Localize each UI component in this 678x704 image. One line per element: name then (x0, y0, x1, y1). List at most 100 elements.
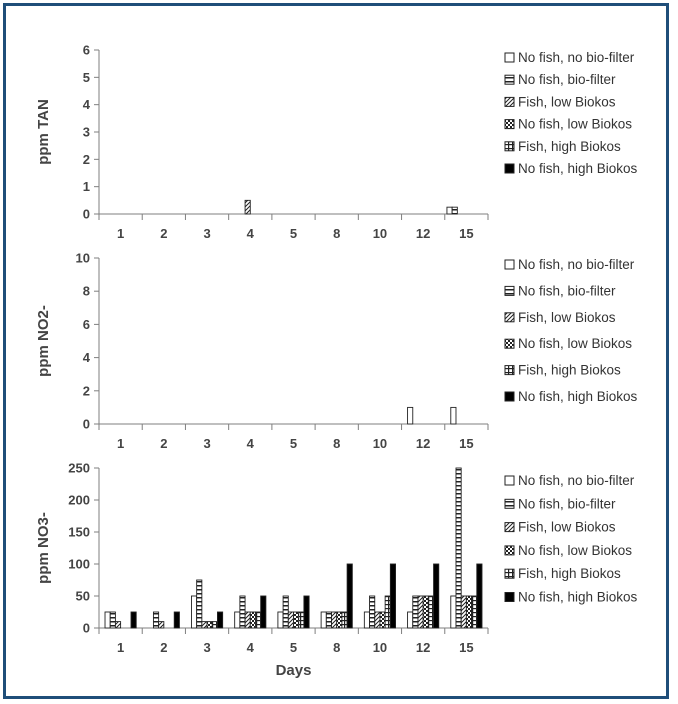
bar (455, 467, 462, 629)
x-tick-label: 12 (416, 226, 430, 241)
y-tick-label: 0 (83, 207, 90, 222)
legend-swatch (504, 522, 515, 533)
bar (293, 611, 300, 629)
legend: No fish, no bio-filter No fish, bio-filte… (504, 50, 638, 176)
bar (465, 595, 473, 629)
y-tick-label: 0 (83, 621, 90, 636)
y-axis-title: ppm TAN (35, 99, 52, 165)
legend-label: No fish, bio-filter (518, 496, 616, 511)
y-tick-label: 4 (83, 97, 91, 112)
x-tick-label: 10 (373, 226, 387, 241)
bar (433, 563, 440, 629)
x-tick-label: 5 (290, 436, 297, 451)
legend-swatch (504, 119, 515, 130)
x-tick-label: 12 (416, 436, 430, 451)
x-tick-label: 12 (416, 640, 430, 655)
y-tick-label: 0 (83, 417, 90, 432)
bar (341, 611, 348, 629)
bar (446, 206, 453, 215)
bar (201, 621, 208, 629)
x-tick-label: 1 (117, 640, 124, 655)
bar (320, 611, 327, 629)
legend-label: Fish, high Biokos (518, 566, 621, 581)
bar (206, 621, 213, 629)
bar (331, 611, 338, 629)
bar (471, 595, 478, 629)
bar (282, 595, 289, 629)
y-tick-label: 6 (83, 317, 90, 332)
bar (239, 595, 246, 629)
bar (325, 611, 332, 629)
x-tick-label: 5 (290, 640, 297, 655)
legend-label: No fish, low Biokos (518, 117, 632, 132)
legend-label: No fish, no bio-filter (518, 257, 635, 272)
bar (109, 611, 116, 629)
bar (211, 621, 218, 629)
legend-swatch (504, 592, 515, 602)
y-tick-label: 2 (83, 152, 90, 167)
y-tick-label: 250 (68, 461, 90, 476)
legend-label: No fish, bio-filter (518, 72, 616, 87)
legend-swatch (504, 338, 515, 349)
bar (152, 611, 160, 629)
legend-swatch (504, 163, 515, 174)
legend-swatch (504, 545, 515, 556)
legend-label: No fish, high Biokos (518, 161, 638, 176)
legend-label: No fish, high Biokos (518, 389, 638, 404)
legend-label: No fish, low Biokos (518, 336, 632, 351)
bar (244, 199, 251, 215)
y-tick-label: 50 (76, 589, 90, 604)
legend-swatch (504, 74, 515, 85)
y-tick-label: 200 (68, 493, 90, 508)
legend-swatch (504, 365, 515, 376)
legend-label: No fish, low Biokos (518, 543, 632, 558)
legend-swatch (504, 96, 515, 107)
x-tick-label: 2 (160, 640, 167, 655)
y-tick-label: 5 (83, 70, 90, 85)
bar (244, 611, 251, 629)
x-axis-title: Days (276, 662, 312, 679)
legend-label: No fish, no bio-filter (518, 473, 635, 488)
bar (460, 595, 467, 629)
x-tick-label: 15 (459, 436, 473, 451)
bar (369, 595, 376, 629)
bar (277, 611, 284, 629)
legend-swatch (504, 568, 515, 579)
x-tick-label: 8 (333, 640, 340, 655)
bar (336, 611, 343, 629)
y-tick-label: 6 (83, 43, 90, 58)
legend: No fish, no bio-filter No fish, bio-filte… (504, 473, 638, 605)
bar (422, 595, 429, 629)
bar (407, 406, 414, 425)
bar (234, 611, 241, 629)
bar (260, 595, 267, 629)
bar (114, 621, 122, 629)
y-tick-label: 10 (76, 251, 90, 266)
y-axis-title: ppm NO3- (35, 512, 52, 584)
bar (417, 595, 424, 629)
x-tick-label: 3 (203, 640, 210, 655)
x-tick-label: 15 (459, 226, 473, 241)
legend-swatch (504, 141, 515, 152)
legend-swatch (504, 285, 515, 296)
y-tick-label: 100 (68, 557, 90, 572)
x-tick-label: 4 (247, 226, 255, 241)
bar (255, 611, 262, 629)
bar (104, 611, 111, 629)
bar (249, 611, 256, 629)
bar (173, 611, 180, 629)
x-tick-label: 3 (203, 436, 210, 451)
bar (287, 611, 294, 629)
bar (389, 563, 396, 629)
legend-swatch (504, 52, 515, 63)
bar (450, 595, 457, 629)
x-tick-label: 2 (160, 226, 167, 241)
bar (298, 611, 305, 629)
bar (407, 611, 414, 629)
legend-label: Fish, low Biokos (518, 310, 616, 325)
x-tick-label: 10 (373, 436, 387, 451)
y-tick-label: 150 (68, 525, 90, 540)
